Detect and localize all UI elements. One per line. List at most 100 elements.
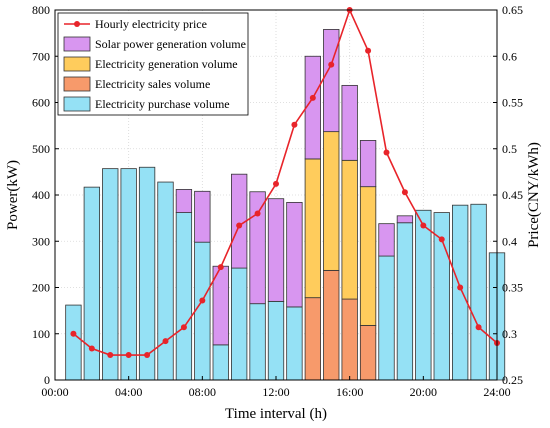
bar-segment: [323, 269, 340, 381]
y2-tick-label: 0.35: [502, 281, 523, 295]
y-tick-label: 100: [32, 327, 50, 341]
bar-segment: [396, 215, 414, 224]
price-point: [273, 180, 279, 187]
bar-segment: [341, 159, 358, 300]
bar-segment: [452, 204, 469, 381]
price-point: [144, 352, 151, 359]
bar-segment: [396, 222, 414, 381]
bar-segment: [267, 198, 285, 302]
price-series-line: [72, 7, 498, 356]
y-tick-label: 200: [32, 281, 50, 295]
y-tick-label: 400: [32, 188, 50, 202]
bar-segment: [138, 166, 156, 381]
y-tick-label: 700: [32, 49, 50, 63]
legend-swatch: [63, 36, 91, 52]
price-point: [70, 330, 77, 337]
y-tick-label: 600: [32, 96, 50, 110]
legend-label: Electricity sales volume: [95, 77, 210, 91]
bar-segment: [359, 186, 377, 326]
price-point: [291, 121, 298, 128]
bar-segment: [341, 298, 358, 381]
y2-tick-label: 0.5: [502, 142, 517, 156]
legend-marker-swatch: [74, 21, 80, 27]
x-tick-label: 12:00: [262, 385, 289, 399]
bar-segment: [102, 168, 119, 381]
price-point: [365, 47, 372, 54]
legend-label: Hourly electricity price: [95, 17, 207, 31]
price-point: [217, 264, 224, 271]
legend-label: Electricity generation volume: [95, 57, 238, 71]
y-tick-label: 500: [32, 142, 50, 156]
price-line: [70, 7, 500, 359]
bar-segment: [378, 223, 395, 257]
y-axis-title: Power(kW): [5, 160, 21, 230]
x-tick-label: 20:00: [410, 385, 437, 399]
price-point: [88, 345, 95, 352]
price-point: [125, 352, 132, 359]
bar-segment: [212, 344, 229, 381]
bar-segment: [323, 29, 340, 133]
y2-tick-label: 0.55: [502, 96, 523, 110]
legend-label: Electricity purchase volume: [95, 97, 230, 111]
price-point: [199, 297, 206, 304]
price-point: [309, 94, 316, 101]
bar-segment: [194, 241, 211, 381]
legend-swatch: [63, 96, 91, 112]
y-tick-label: 0: [44, 373, 50, 387]
bar-segment: [157, 181, 174, 381]
y2-tick-label: 0.6: [502, 49, 517, 63]
bar-segment: [267, 300, 285, 381]
price-point: [328, 61, 335, 68]
bar-segment: [304, 297, 321, 381]
bar-segment: [249, 303, 266, 381]
bar-segment: [194, 190, 211, 243]
bar-segment: [286, 306, 303, 381]
price-point: [420, 222, 427, 229]
bar-segment: [304, 158, 321, 299]
bar-segment: [231, 267, 248, 381]
y2-tick-label: 0.4: [502, 234, 517, 248]
price-point: [162, 338, 169, 345]
legend-label: Solar power generation volume: [95, 37, 246, 51]
bar-segment: [65, 304, 82, 381]
bar-segment: [470, 203, 487, 381]
y2-tick-label: 0.25: [502, 373, 523, 387]
bar-segment: [341, 84, 358, 161]
y-tick-labels: 0 100 200 300 400 500 600 700 800: [32, 3, 50, 387]
bar-segment: [304, 55, 321, 160]
y2-tick-label: 0.65: [502, 3, 523, 17]
bar-segment: [175, 212, 193, 381]
y2-tick-labels: 0.25 0.3 0.35 0.4 0.45 0.5 0.55 0.6 0.65: [502, 3, 523, 387]
bar-segment: [175, 189, 193, 213]
price-point: [475, 324, 482, 331]
price-point: [401, 189, 408, 196]
price-point: [254, 210, 261, 217]
bar-segment: [286, 201, 303, 308]
bars: [65, 29, 506, 381]
y-tick-label: 800: [32, 3, 50, 17]
x-axis-title: Time interval (h): [225, 406, 327, 422]
price-point: [457, 284, 464, 291]
bar-segment: [249, 191, 266, 305]
price-point: [236, 222, 243, 229]
legend-swatch: [63, 56, 91, 72]
bar-segment: [415, 209, 432, 381]
price-point: [180, 324, 187, 331]
x-tick-label: 16:00: [336, 385, 363, 399]
legend: Hourly electricity price Solar power gene…: [57, 12, 249, 116]
x-tick-label: 04:00: [115, 385, 142, 399]
bar-segment: [359, 140, 377, 188]
price-point: [107, 352, 114, 359]
y2-axis-title: Price(CNY/kWh): [526, 142, 542, 248]
x-tick-label: 08:00: [189, 385, 216, 399]
price-point: [383, 149, 390, 156]
legend-swatch: [63, 76, 91, 92]
y2-tick-label: 0.45: [502, 188, 523, 202]
y2-tick-label: 0.3: [502, 327, 517, 341]
price-point: [438, 236, 445, 243]
bar-segment: [323, 131, 340, 271]
x-tick-labels: 00:00 04:00 08:00 12:00 16:00 20:00 24:00: [41, 385, 510, 399]
x-tick-label: 24:00: [483, 385, 510, 399]
bar-segment: [378, 255, 395, 381]
